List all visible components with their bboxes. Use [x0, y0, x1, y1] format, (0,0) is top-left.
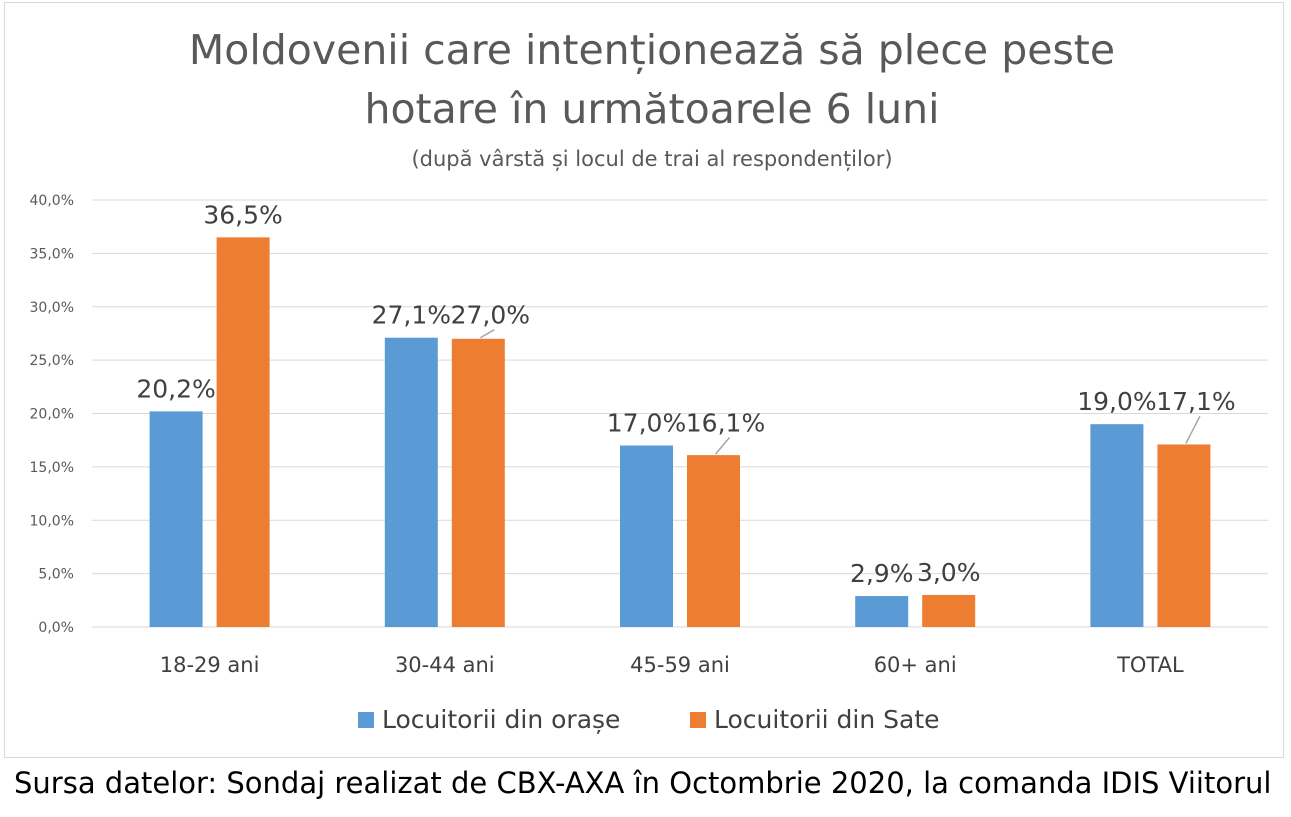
data-label: 2,9%	[850, 559, 914, 588]
y-tick-label: 25,0%	[30, 353, 74, 369]
bar	[384, 337, 438, 627]
x-tick-label: 30-44 ani	[395, 653, 495, 677]
bar	[1090, 424, 1144, 627]
y-tick-label: 5,0%	[38, 567, 74, 583]
chart-subtitle: (după vârstă și locul de trai al respond…	[411, 147, 892, 171]
x-tick-label: TOTAL	[1116, 653, 1184, 677]
data-label: 27,1%	[372, 301, 451, 330]
bar	[855, 596, 909, 627]
x-axis: 18-29 ani 30-44 ani 45-59 ani 60+ ani TOTAL	[160, 653, 1184, 677]
leader-line	[479, 329, 495, 339]
y-tick-label: 0,0%	[38, 620, 74, 636]
gridlines	[92, 199, 1268, 628]
bar-chart: Moldovenii care intenționează să plece p…	[30, 26, 1268, 734]
y-tick-label: 40,0%	[30, 193, 74, 209]
bar	[216, 237, 270, 628]
bar	[687, 455, 740, 627]
y-axis: 0,0% 5,0% 10,0% 15,0% 20,0% 25,0% 30,0% 35,0% 40…	[30, 193, 74, 636]
leader-line	[714, 437, 731, 455]
y-tick-label: 15,0%	[30, 460, 74, 476]
bar	[620, 445, 673, 627]
data-label: 3,0%	[917, 558, 981, 587]
leader-line	[1185, 415, 1201, 444]
y-tick-label: 30,0%	[30, 300, 74, 316]
y-tick-label: 20,0%	[30, 407, 74, 423]
data-label: 17,0%	[607, 409, 686, 438]
legend-swatch	[358, 712, 374, 728]
y-tick-label: 10,0%	[30, 513, 74, 529]
x-tick-label: 18-29 ani	[160, 653, 260, 677]
data-label: 19,0%	[1077, 387, 1156, 416]
bar	[922, 594, 976, 627]
data-label: 17,1%	[1156, 387, 1235, 416]
chart-title-line2: hotare în următoarele 6 luni	[364, 85, 939, 133]
data-label: 20,2%	[136, 374, 215, 403]
legend-swatch	[690, 712, 706, 728]
legend-label: Locuitorii din Sate	[714, 705, 940, 734]
y-tick-label: 35,0%	[30, 246, 74, 262]
bars: 20,2% 36,5% 27,1% 27,0% 17,0% 16,1% 2,9% 3,0% 19…	[136, 200, 1236, 628]
x-tick-label: 60+ ani	[874, 653, 957, 677]
legend-label: Locuitorii din orașe	[382, 705, 620, 734]
bar	[451, 338, 505, 627]
bar	[1157, 444, 1211, 627]
legend: Locuitorii din orașe Locuitorii din Sate	[358, 705, 940, 734]
data-label: 27,0%	[451, 301, 530, 330]
data-label: 16,1%	[686, 409, 765, 438]
bar	[149, 411, 203, 627]
x-tick-label: 45-59 ani	[630, 653, 730, 677]
chart-title-line1: Moldovenii care intenționează să plece p…	[189, 26, 1115, 74]
data-label: 36,5%	[203, 200, 282, 229]
data-source-note: Sursa datelor: Sondaj realizat de CBX-AX…	[14, 766, 1272, 800]
